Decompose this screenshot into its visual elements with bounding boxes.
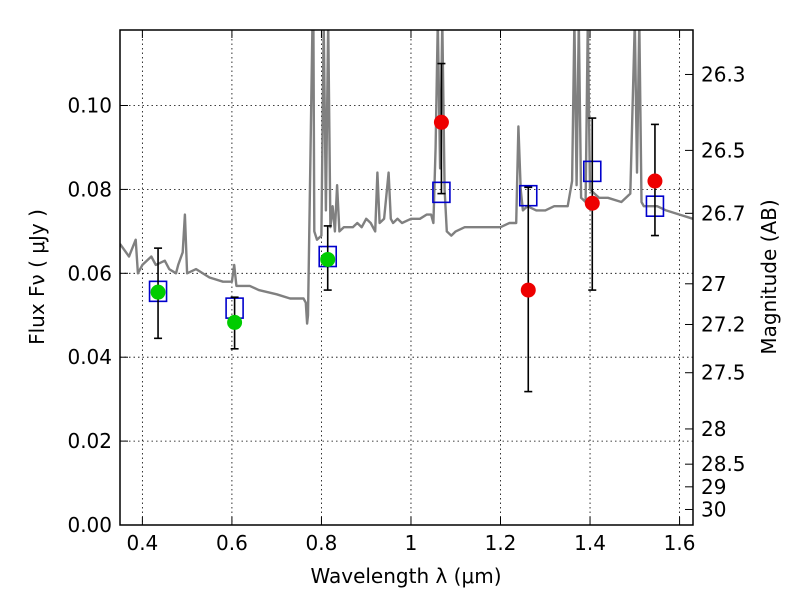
x-tick-label: 1 (405, 531, 418, 555)
y2-tick-label: 29 (701, 475, 726, 499)
gridlines (120, 30, 693, 526)
y2-tick-label: 28.5 (701, 452, 746, 476)
observed-data-point (150, 284, 166, 300)
y2-tick-label: 27 (701, 272, 726, 296)
y-tick-label: 0.00 (67, 513, 112, 537)
observed-data-point (584, 195, 600, 211)
y2-tick-label: 27.5 (701, 361, 746, 385)
y2-tick-label: 26.5 (701, 138, 746, 162)
x-tick-label: 1.2 (485, 531, 517, 555)
y-tick-label: 0.04 (67, 345, 112, 369)
observed-data-point (520, 282, 536, 298)
y2-tick-label: 30 (701, 497, 726, 521)
y-tick-label: 0.02 (67, 429, 112, 453)
x-tick-label: 1.6 (664, 531, 696, 555)
observed-data-point (320, 251, 336, 267)
axis-ticks: 0.4 0.6 0.8 1 1.2 1.4 1.6 0.00 0.02 0.04 0.06 0.08 0… (67, 30, 746, 555)
y2-tick-label: 26.3 (701, 62, 746, 86)
plot-frame (119, 29, 694, 526)
x-tick-label: 0.6 (216, 531, 248, 555)
y-axis-label: Flux Fν ( μJy ) (25, 209, 49, 345)
y2-tick-label: 28 (701, 417, 726, 441)
x-tick-label: 1.4 (574, 531, 606, 555)
x-tick-label: 0.8 (306, 531, 338, 555)
y2-tick-label: 27.2 (701, 312, 746, 336)
model-sed-line (120, 30, 693, 325)
x-axis-label: Wavelength λ (μm) (310, 564, 501, 588)
y-tick-label: 0.06 (67, 261, 112, 285)
y2-tick-label: 26.7 (701, 201, 746, 225)
y-tick-label: 0.10 (67, 94, 112, 118)
observed-data-point (227, 314, 243, 330)
x-tick-label: 0.4 (126, 531, 158, 555)
y2-axis-label: Magnitude (AB) (757, 199, 781, 354)
y-tick-label: 0.08 (67, 177, 112, 201)
observed-data-point (647, 173, 663, 189)
data-layer (120, 30, 693, 393)
plot-area (120, 30, 693, 393)
observed-data-point (433, 114, 449, 130)
